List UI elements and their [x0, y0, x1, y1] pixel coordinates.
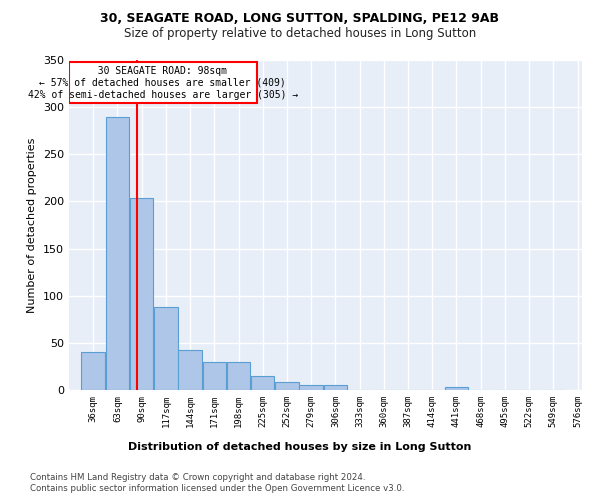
FancyBboxPatch shape [68, 62, 257, 104]
Text: Distribution of detached houses by size in Long Sutton: Distribution of detached houses by size … [128, 442, 472, 452]
Text: 42% of semi-detached houses are larger (305) →: 42% of semi-detached houses are larger (… [28, 90, 298, 100]
Bar [323, 386, 347, 390]
Text: Size of property relative to detached houses in Long Sutton: Size of property relative to detached ho… [124, 28, 476, 40]
Text: 30 SEAGATE ROAD: 98sqm: 30 SEAGATE ROAD: 98sqm [86, 66, 239, 76]
Bar [251, 376, 274, 390]
Bar [227, 362, 250, 390]
Text: Contains public sector information licensed under the Open Government Licence v3: Contains public sector information licen… [30, 484, 404, 493]
Bar [445, 387, 468, 390]
Bar [130, 198, 154, 390]
Bar [203, 362, 226, 390]
Bar [106, 116, 129, 390]
Bar [82, 352, 105, 390]
Bar [299, 386, 323, 390]
Bar [154, 307, 178, 390]
Bar [275, 382, 299, 390]
Text: 30, SEAGATE ROAD, LONG SUTTON, SPALDING, PE12 9AB: 30, SEAGATE ROAD, LONG SUTTON, SPALDING,… [101, 12, 499, 26]
Text: ← 57% of detached houses are smaller (409): ← 57% of detached houses are smaller (40… [40, 78, 286, 88]
Y-axis label: Number of detached properties: Number of detached properties [28, 138, 37, 312]
Bar [178, 350, 202, 390]
Text: Contains HM Land Registry data © Crown copyright and database right 2024.: Contains HM Land Registry data © Crown c… [30, 472, 365, 482]
